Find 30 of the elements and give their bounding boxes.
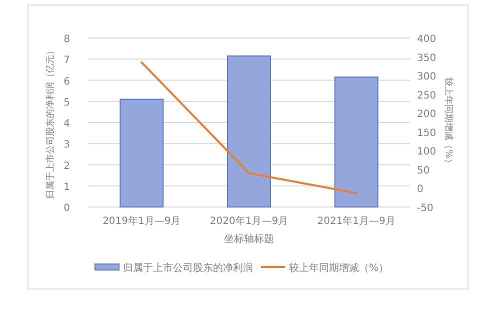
y2-tick-label: 150 [417, 128, 436, 139]
y2-tick-label: -50 [417, 203, 434, 214]
x-tick-label: 2021年1月—9月 [317, 215, 396, 227]
x-tick-label: 2020年1月—9月 [210, 215, 288, 227]
y-tick-label: 8 [64, 34, 70, 45]
y2-tick-label: 250 [417, 90, 436, 102]
y2-tick-label: 350 [417, 52, 436, 64]
y-tick-label: 6 [64, 76, 70, 88]
legend-label: 较上年同期增减（%） [289, 262, 389, 274]
y2-tick-label: 0 [417, 184, 424, 196]
y2-tick-label: 300 [417, 72, 436, 83]
bar [120, 98, 164, 208]
legend-label: 归属于上市公司股东的净利润 [123, 262, 253, 274]
y-tick-label: 4 [64, 118, 70, 130]
y-tick-label: 2 [64, 160, 70, 172]
y-tick-label: 1 [64, 182, 70, 193]
y-tick-label: 7 [64, 55, 70, 66]
x-axis-title: 坐标轴标题 [224, 233, 274, 245]
y2-axis-title: 较上年同期增减（%） [443, 78, 454, 168]
y2-tick-label: 200 [417, 109, 436, 120]
y-tick-label: 5 [64, 97, 70, 108]
y2-tick-label: 100 [417, 146, 436, 158]
y-axis-title: 归属于上市公司股东的净利润（亿元） [45, 46, 56, 199]
y2-tick-label: 400 [417, 34, 436, 45]
bar [334, 76, 378, 208]
y2-tick-label: 50 [417, 165, 430, 176]
x-tick-label: 2019年1月—9月 [102, 215, 181, 227]
y-tick-label: 3 [64, 140, 70, 151]
y-tick-label: 0 [64, 203, 70, 214]
bar [227, 55, 271, 208]
